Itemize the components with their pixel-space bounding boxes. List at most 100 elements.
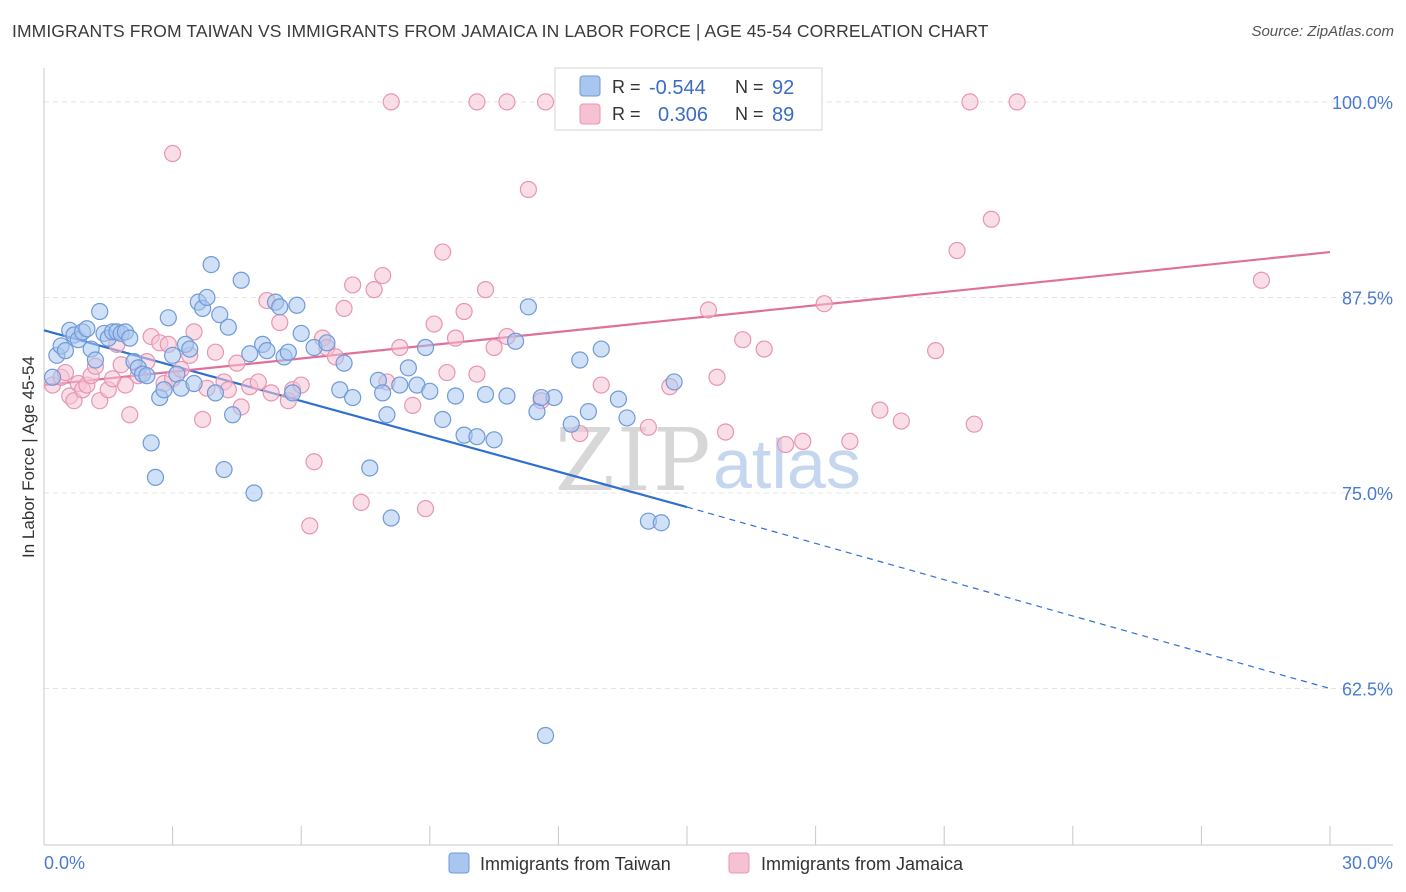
taiwan-point <box>43 368 62 386</box>
taiwan-point <box>344 388 362 407</box>
taiwan-point <box>279 343 297 361</box>
taiwan-point <box>121 329 139 347</box>
jamaica-point <box>455 302 473 321</box>
taiwan-point <box>211 306 229 324</box>
bottom-legend: Immigrants from Taiwan Immigrants from J… <box>448 852 964 874</box>
jamaica-point <box>871 401 889 419</box>
jamaica-point <box>305 453 323 471</box>
jamaica-point <box>404 396 422 414</box>
jamaica-point <box>948 241 966 260</box>
jamaica-point <box>476 281 495 299</box>
jamaica-point <box>438 363 456 382</box>
bottom-legend-jamaica: Immigrants from Jamaica <box>761 854 964 874</box>
bottom-legend-swatch-jamaica <box>728 852 750 874</box>
y-tick-labels: 100.0% 87.5% 75.0% 62.5% <box>1332 93 1393 700</box>
legend-n-label-jamaica: N = <box>735 104 764 124</box>
taiwan-point <box>91 302 109 321</box>
taiwan-point <box>219 318 237 336</box>
jamaica-point <box>116 376 135 394</box>
taiwan-point <box>399 359 417 377</box>
jamaica-point <box>271 313 289 332</box>
taiwan-point <box>391 376 409 394</box>
legend-r-label-jamaica: R = <box>612 104 641 124</box>
taiwan-point <box>519 298 537 316</box>
jamaica-point <box>498 93 516 111</box>
jamaica-point <box>592 376 610 394</box>
legend-swatch-jamaica <box>579 103 601 125</box>
jamaica-point <box>776 435 795 454</box>
taiwan-point <box>476 385 495 404</box>
taiwan-point <box>485 431 503 449</box>
legend: R = -0.544 N = 92 R = 0.306 N = 89 <box>554 67 823 131</box>
jamaica-point <box>468 93 486 111</box>
taiwan-point <box>142 434 160 452</box>
jamaica-point <box>301 517 319 535</box>
jamaica-point <box>206 343 225 361</box>
taiwan-point <box>78 320 96 338</box>
legend-n-label-taiwan: N = <box>735 77 764 97</box>
jamaica-point <box>536 93 555 111</box>
taiwan-point <box>215 460 233 479</box>
taiwan-point <box>284 384 302 402</box>
jamaica-point <box>335 299 353 318</box>
taiwan-point <box>382 509 400 527</box>
jamaica-points <box>43 93 1271 535</box>
taiwan-point <box>159 309 177 327</box>
taiwan-trend-extension <box>686 506 1331 690</box>
taiwan-point <box>618 409 636 427</box>
taiwan-point <box>416 338 435 357</box>
jamaica-point <box>382 93 400 111</box>
jamaica-point <box>194 410 212 429</box>
legend-r-label-taiwan: R = <box>612 77 641 97</box>
taiwan-point <box>652 514 670 532</box>
jamaica-point <box>961 93 979 111</box>
taiwan-point <box>571 351 589 369</box>
y-tick-label: 75.0% <box>1342 484 1393 504</box>
jamaica-point <box>164 144 182 163</box>
taiwan-point <box>665 373 683 391</box>
jamaica-trend-line <box>43 250 1331 387</box>
taiwan-point <box>562 415 580 433</box>
jamaica-point <box>416 500 435 518</box>
taiwan-point <box>155 381 173 399</box>
taiwan-point <box>331 381 349 399</box>
jamaica-point <box>639 418 658 436</box>
x-axis-ticks <box>43 826 1331 845</box>
jamaica-point <box>794 432 812 450</box>
grid-lines <box>44 101 1393 690</box>
taiwan-point <box>181 340 199 358</box>
bottom-legend-swatch-taiwan <box>448 852 470 874</box>
jamaica-point <box>892 412 910 430</box>
jamaica-point <box>755 340 773 358</box>
jamaica-point <box>734 331 752 349</box>
jamaica-point <box>344 276 362 294</box>
y-tick-label: 87.5% <box>1342 288 1393 308</box>
legend-n-value-taiwan: 92 <box>772 77 794 99</box>
bottom-legend-taiwan: Immigrants from Taiwan <box>480 854 671 874</box>
taiwan-point <box>421 382 439 400</box>
jamaica-point <box>425 315 443 333</box>
legend-swatch-taiwan <box>579 75 601 97</box>
taiwan-point <box>232 271 250 289</box>
taiwan-point <box>202 256 220 274</box>
jamaica-point <box>352 493 370 511</box>
taiwan-point <box>138 367 156 385</box>
jamaica-point <box>446 329 465 347</box>
taiwan-point <box>592 340 610 358</box>
jamaica-point <box>485 338 503 357</box>
taiwan-point <box>198 288 216 307</box>
taiwan-point <box>374 384 392 402</box>
jamaica-point <box>468 365 486 383</box>
jamaica-point <box>841 432 859 450</box>
taiwan-point <box>446 387 465 405</box>
chart-source: Source: ZipAtlas.com <box>1251 23 1394 40</box>
taiwan-point <box>361 459 379 477</box>
taiwan-points <box>43 256 683 745</box>
taiwan-point <box>271 298 289 316</box>
taiwan-point <box>86 351 105 369</box>
taiwan-point <box>318 334 336 352</box>
x-tick-label-min: 0.0% <box>44 853 85 873</box>
taiwan-point <box>506 332 525 350</box>
jamaica-point <box>716 423 735 441</box>
legend-n-value-jamaica: 89 <box>772 104 794 126</box>
